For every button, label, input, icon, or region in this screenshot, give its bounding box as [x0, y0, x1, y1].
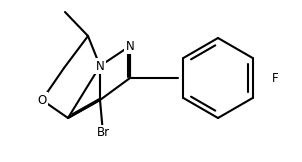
Text: N: N — [126, 40, 134, 52]
Text: O: O — [37, 93, 47, 106]
Text: N: N — [96, 59, 104, 73]
Text: F: F — [272, 71, 279, 85]
Text: Br: Br — [96, 127, 110, 139]
